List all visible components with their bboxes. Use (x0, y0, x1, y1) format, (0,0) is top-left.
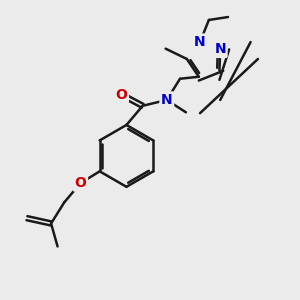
Text: O: O (116, 88, 128, 102)
Text: O: O (75, 176, 86, 190)
Text: N: N (194, 35, 206, 49)
Text: N: N (214, 42, 226, 56)
Text: N: N (161, 93, 172, 107)
